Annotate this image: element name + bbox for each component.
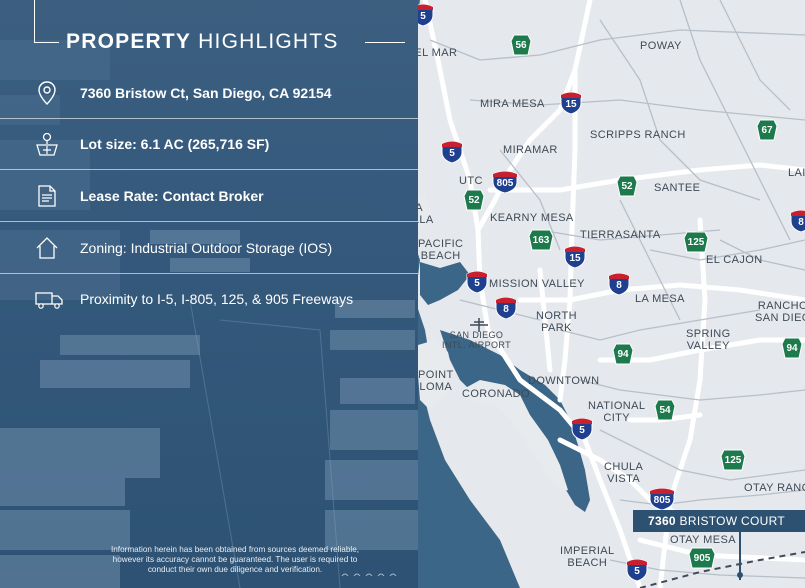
highlight-zoning-text: Zoning: Industrial Outdoor Storage (IOS): [80, 240, 333, 256]
row-divider: [0, 221, 418, 222]
state-route-shield-icon: 94: [612, 342, 634, 366]
interstate-shield-icon: 5: [626, 557, 648, 582]
place-tierrasanta: TIERRASANTA: [580, 229, 661, 241]
place-spring-valley: SPRING VALLEY: [686, 328, 731, 352]
lot-size-icon: [34, 131, 60, 157]
place-poway: POWAY: [640, 40, 682, 52]
place-otay-mesa: OTAY MESA: [670, 534, 736, 546]
interstate-shield-icon: 15: [564, 244, 586, 269]
highlight-lot-size-text: Lot size: 6.1 AC (265,716 SF): [80, 136, 270, 152]
title-rule: [365, 42, 405, 43]
row-divider: [0, 273, 418, 274]
place-mira-mesa: MIRA MESA: [480, 98, 545, 110]
highlight-row-lot-size: Lot size: 6.1 AC (265,716 SF): [0, 119, 418, 170]
panel-title-light: HIGHLIGHTS: [198, 30, 339, 53]
place-el-cajon: EL CAJON: [706, 254, 763, 266]
place-utc: UTC: [459, 175, 483, 187]
highlight-row-lease-rate: Lease Rate: Contact Broker: [0, 171, 418, 222]
interstate-shield-icon: 8: [790, 208, 805, 233]
row-divider: [0, 118, 418, 119]
place-otay-ranch: OTAY RANC: [744, 482, 805, 494]
disclaimer-text: Information herein has been obtained fro…: [110, 545, 360, 574]
place-downtown: DOWNTOWN: [528, 375, 600, 387]
place-chula-vista: CHULA VISTA: [604, 461, 644, 485]
panel-title: PROPERTY HIGHLIGHTS: [66, 31, 339, 53]
place-rancho-san-diego: RANCHO SAN DIEG: [755, 300, 805, 324]
place-airport: SAN DIEGO INTL. AIRPORT: [442, 330, 512, 350]
interstate-shield-icon: 5: [571, 416, 593, 441]
house-icon: [34, 235, 60, 261]
highlight-address-text: 7360 Bristow Ct, San Diego, CA 92154: [80, 85, 332, 101]
property-location-label[interactable]: 7360 BRISTOW COURT: [633, 510, 805, 532]
interstate-shield-icon: 15: [560, 90, 582, 115]
place-point-loma: POINT LOMA: [418, 369, 454, 393]
state-route-shield-icon: 94: [781, 336, 803, 360]
interstate-shield-icon: 805: [492, 169, 518, 194]
highlight-proximity-text: Proximity to I-5, I-805, 125, & 905 Free…: [80, 291, 354, 307]
place-lakeside: LAI: [788, 167, 805, 179]
interstate-shield-icon: 5: [466, 269, 488, 294]
wave-decoration-icon: [341, 573, 397, 577]
place-north-park: NORTH PARK: [536, 310, 577, 334]
place-pacific-beach: PACIFIC BEACH: [418, 238, 464, 262]
place-imperial-beach: IMPERIAL BEACH: [560, 545, 615, 569]
truck-icon: [34, 286, 63, 312]
panel-title-bold: PROPERTY: [66, 30, 192, 53]
place-national-city: NATIONAL CITY: [588, 400, 646, 424]
title-frame-line: [34, 0, 35, 42]
interstate-shield-icon: 5: [412, 2, 434, 27]
title-frame-line: [34, 42, 59, 43]
state-route-shield-icon: 163: [528, 228, 554, 252]
property-highlights-panel: PROPERTY HIGHLIGHTS 7360 Bristow Ct, San…: [0, 0, 418, 588]
place-santee: SANTEE: [654, 182, 701, 194]
state-route-shield-icon: 67: [756, 118, 778, 142]
place-scripps-ranch: SCRIPPS RANCH: [590, 129, 686, 141]
place-kearny-mesa: KEARNY MESA: [490, 212, 574, 224]
aerial-photo-overlay: [0, 40, 418, 588]
interstate-shield-icon: 5: [441, 139, 463, 164]
place-coronado: CORONADO: [462, 388, 530, 400]
place-mission-valley: MISSION VALLEY: [489, 278, 585, 290]
state-route-shield-icon: 52: [463, 188, 485, 212]
state-route-shield-icon: 125: [720, 448, 746, 472]
highlight-row-zoning: Zoning: Industrial Outdoor Storage (IOS): [0, 223, 418, 274]
row-divider: [0, 169, 418, 170]
state-route-shield-icon: 52: [616, 174, 638, 198]
highlight-row-proximity: Proximity to I-5, I-805, 125, & 905 Free…: [0, 274, 418, 325]
place-la-mesa: LA MESA: [635, 293, 685, 305]
highlight-row-address: 7360 Bristow Ct, San Diego, CA 92154: [0, 68, 418, 119]
state-route-shield-icon: 54: [654, 398, 676, 422]
map-pin-icon: [34, 80, 60, 106]
interstate-shield-icon: 8: [608, 271, 630, 296]
place-del-mar: DEL MAR: [406, 47, 458, 59]
property-label-street: BRISTOW COURT: [679, 514, 786, 528]
document-icon: [34, 183, 60, 209]
highlight-lease-rate-text: Lease Rate: Contact Broker: [80, 188, 264, 204]
place-miramar: MIRAMAR: [503, 144, 558, 156]
property-label-number: 7360: [648, 514, 676, 528]
airport-icon: [470, 318, 488, 332]
state-route-shield-icon: 56: [510, 33, 532, 57]
interstate-shield-icon: 805: [649, 486, 675, 511]
state-route-shield-icon: 905: [688, 546, 716, 570]
interstate-shield-icon: 8: [495, 295, 517, 320]
state-route-shield-icon: 125: [683, 230, 709, 254]
